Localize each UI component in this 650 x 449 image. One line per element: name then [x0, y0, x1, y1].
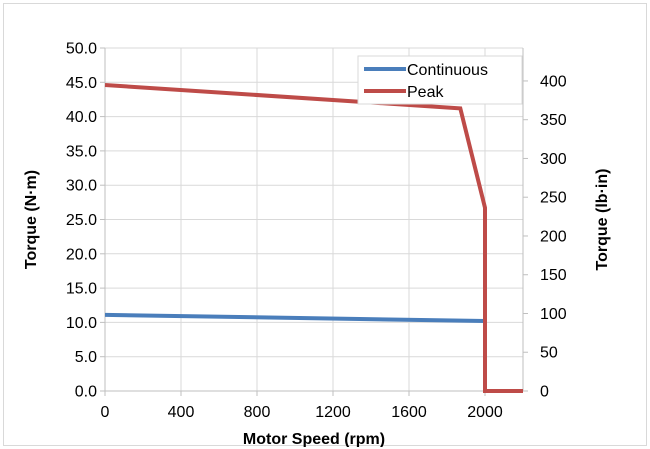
y-tick-label: 40.0 [66, 109, 97, 126]
y-tick-label: 35.0 [66, 143, 97, 160]
y-tick-label: 25.0 [66, 212, 97, 229]
y-tick-label: 20.0 [66, 246, 97, 263]
x-tick-label: 1600 [391, 404, 427, 421]
y-tick-label: 5.0 [75, 349, 97, 366]
y2-tick-label: 350 [540, 112, 567, 129]
y2-tick-label: 150 [540, 267, 567, 284]
x-tick-label: 2000 [467, 404, 503, 421]
series [104, 83, 523, 393]
x-axis-title: Motor Speed (rpm) [243, 431, 385, 447]
legend-label-continuous: Continuous [407, 62, 488, 79]
y2-tick-label: 100 [540, 306, 567, 323]
legend: Continuous Peak [357, 55, 523, 105]
x-tick-label: 400 [168, 404, 195, 421]
series-peak-line [104, 83, 523, 393]
y-tick-label: 50.0 [66, 41, 97, 58]
chart-frame: 0.0 5.0 10.0 15.0 20.0 25.0 30.0 35.0 40.0 45.0 50… [3, 3, 647, 448]
y-axis-title: Torque (N·m) [23, 170, 40, 269]
legend-label-peak: Peak [407, 84, 444, 101]
y-tick-label: 15.0 [66, 281, 97, 298]
y-tick-label: 30.0 [66, 178, 97, 195]
y-tick-label: 0.0 [75, 384, 97, 401]
y2-tick-label: 50 [540, 345, 558, 362]
y-tick-label: 10.0 [66, 315, 97, 332]
y-tick-label: 45.0 [66, 75, 97, 92]
y2-tick-label: 300 [540, 151, 567, 168]
y2-tick-label: 200 [540, 228, 567, 245]
y2-tick-label: 400 [540, 73, 567, 90]
x-tick-label: 1200 [315, 404, 351, 421]
x-tick-label: 800 [244, 404, 271, 421]
series-continuous-line [104, 312, 486, 323]
x-tick-label: 0 [101, 404, 110, 421]
legend-box [357, 55, 523, 105]
y2-axis-title: Torque (lb·in) [594, 169, 611, 271]
y2-tick-label: 0 [540, 384, 549, 401]
torque-speed-chart: 0.0 5.0 10.0 15.0 20.0 25.0 30.0 35.0 40.0 45.0 50… [23, 41, 611, 448]
grid [105, 47, 524, 391]
axes: 0.0 5.0 10.0 15.0 20.0 25.0 30.0 35.0 40.0 45.0 50… [66, 41, 567, 422]
y2-tick-label: 250 [540, 190, 567, 207]
